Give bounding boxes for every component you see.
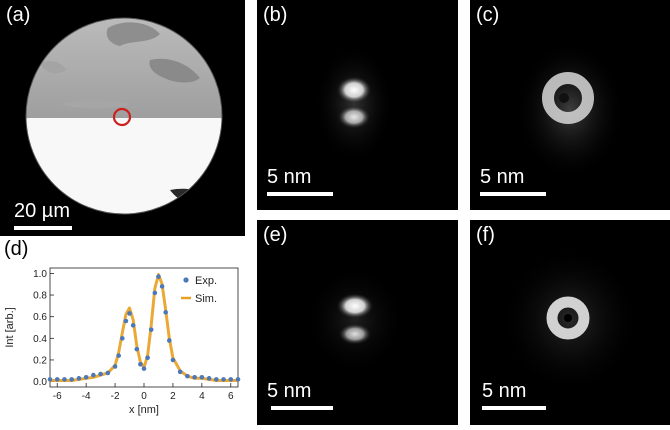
x-axis-label: x [nm] — [129, 404, 159, 416]
panel-f-pattern — [500, 245, 640, 395]
y-tick-label: 0.6 — [33, 312, 47, 323]
panel-c-scale-text: 5 nm — [480, 166, 525, 188]
series-exp-point — [235, 377, 241, 382]
series-exp-point — [123, 318, 129, 324]
y-tick-label: 0.0 — [33, 377, 47, 388]
series-exp-point — [206, 376, 212, 381]
series-exp-point — [185, 373, 190, 379]
panel-e-scale-text: 5 nm — [267, 380, 312, 402]
series-exp-point — [105, 370, 111, 376]
series-exp-point — [156, 274, 161, 279]
series-exp-point — [221, 377, 226, 382]
series-exp-point — [69, 377, 74, 382]
y-tick-label: 0.2 — [33, 355, 47, 366]
region-marker-circle — [112, 107, 132, 127]
panel-b-image: (b) 5 nm — [257, 0, 458, 210]
series-sim-line — [50, 273, 238, 382]
legend-entry: Exp. — [195, 275, 217, 287]
panel-c-label: (c) — [476, 4, 500, 26]
series-exp-point — [130, 323, 136, 328]
panel-c-scale-bar — [480, 192, 546, 196]
series-exp-point — [152, 290, 158, 296]
panel-d-plot: (d) -6 -4 -2 0 2 4 6 0.0 0.2 0.4 0.6 0.8 1.0 x [nm] In… — [0, 236, 245, 425]
panel-a-label: (a) — [6, 4, 31, 26]
panel-b-pattern — [314, 44, 394, 164]
panel-f-image: (f) 5 nm — [470, 220, 670, 425]
series-exp-point — [159, 284, 165, 289]
series-exp-point — [138, 361, 143, 367]
panel-a-scale-bar — [14, 226, 72, 230]
panel-b-label: (b) — [263, 4, 288, 26]
x-tick-label: 2 — [170, 391, 176, 402]
panel-f-scale-text: 5 nm — [482, 380, 527, 402]
series-exp-point — [98, 371, 103, 377]
panel-f-scale-bar — [482, 406, 546, 410]
panel-c-pattern — [515, 40, 625, 180]
x-tick-label: 4 — [199, 391, 205, 402]
panel-a-scale-text: 20 µm — [14, 200, 70, 222]
series-exp-point — [76, 376, 82, 381]
panel-c-image: (c) 5 nm — [470, 0, 670, 210]
series-exp-point — [62, 377, 67, 382]
series-exp-point — [120, 336, 125, 341]
panel-e-scale-bar — [271, 406, 333, 410]
series-exp-point — [167, 338, 172, 343]
legend-exp-marker — [183, 277, 189, 283]
y-axis-label: Int [arb.] — [4, 307, 16, 347]
y-tick-label: 0.8 — [33, 291, 47, 302]
series-exp-point — [47, 377, 53, 382]
panel-b-scale-bar — [267, 192, 333, 196]
series-exp-point — [199, 374, 205, 380]
x-tick-label: 6 — [228, 391, 234, 402]
panel-d-label: (d) — [4, 238, 29, 260]
panel-a-micrograph: (a) 20 µm — [0, 0, 245, 236]
series-exp-point — [83, 374, 89, 380]
panel-e-image: (e) 5 nm — [257, 220, 458, 425]
x-tick-label: -6 — [53, 391, 62, 402]
y-tick-label: 1.0 — [33, 269, 47, 280]
series-exp-point — [214, 377, 219, 382]
series-exp-point — [177, 369, 183, 375]
panel-e-pattern — [305, 265, 405, 375]
series-exp-point — [145, 355, 150, 361]
membrane-image — [25, 17, 223, 215]
series-exp-point — [228, 377, 234, 382]
x-tick-label: 0 — [141, 391, 147, 402]
profile-chart: -6 -4 -2 0 2 4 6 0.0 0.2 0.4 0.6 0.8 1.0 x [nm] Int [a… — [4, 267, 241, 416]
series-exp-point — [141, 366, 147, 371]
x-tick-label: -2 — [111, 391, 120, 402]
y-tick-label: 0.4 — [33, 334, 47, 345]
panel-f-label: (f) — [476, 224, 495, 246]
panel-b-scale-text: 5 nm — [267, 166, 312, 188]
series-exp-point — [54, 377, 60, 382]
series-exp-point — [91, 372, 96, 378]
panel-e-label: (e) — [263, 224, 288, 246]
series-exp-point — [112, 364, 118, 369]
series-exp-point — [163, 310, 168, 315]
series-exp-point — [134, 346, 140, 352]
series-exp-point — [127, 311, 132, 316]
series-exp-point — [170, 357, 176, 363]
series-exp-point — [148, 327, 154, 332]
legend-entry: Sim. — [195, 293, 217, 305]
series-exp-point — [192, 374, 197, 380]
series-exp-point — [116, 353, 121, 358]
x-tick-label: -4 — [82, 391, 91, 402]
